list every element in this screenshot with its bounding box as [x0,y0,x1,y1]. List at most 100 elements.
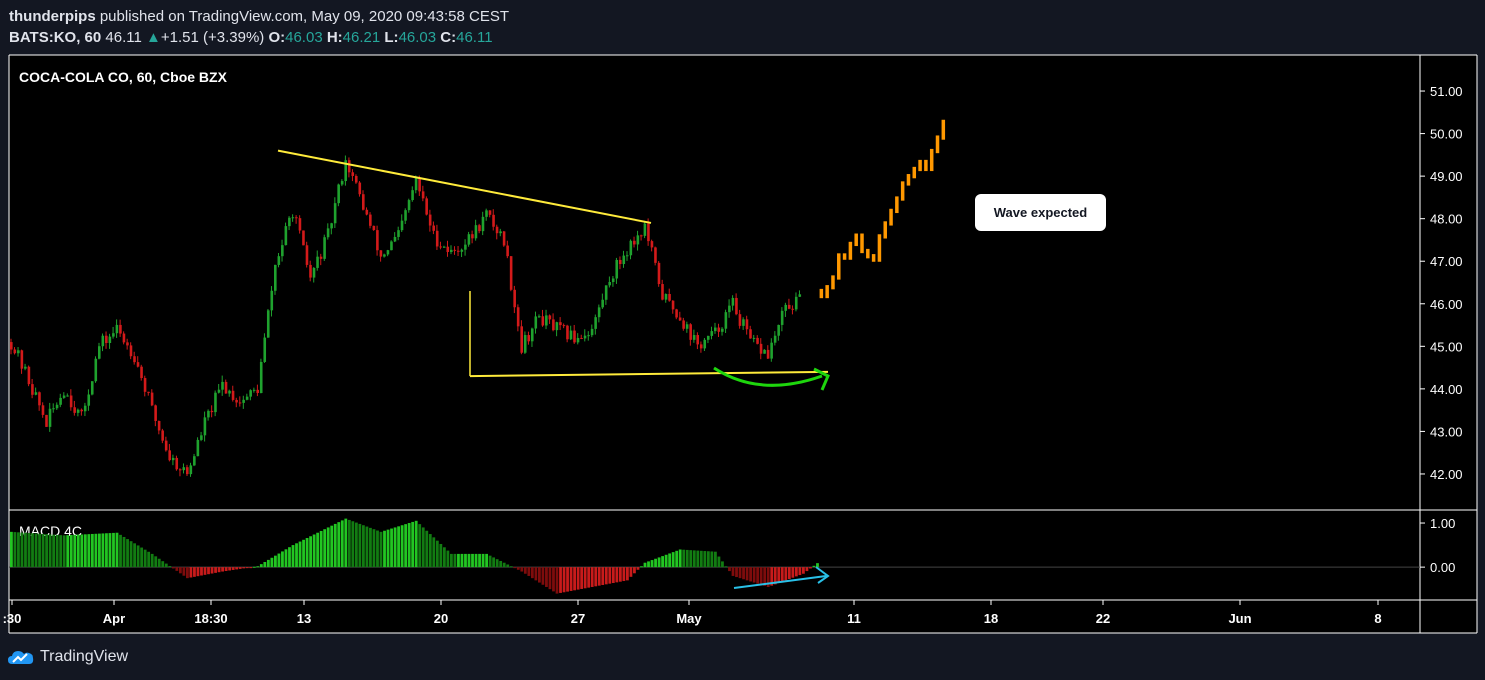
macd-bar [200,567,203,576]
macd-bar [633,567,636,574]
macd-bar [777,567,781,584]
macd-bar [115,532,119,568]
candle [157,420,161,431]
macd-bar [252,566,256,568]
candle [256,389,259,394]
macd-bar [34,533,38,568]
candle [794,296,798,310]
macd-bar [263,562,267,568]
time-axis[interactable]: :30 Apr 18:30 13 20 27 May 11 18 22 Jun 8 [3,600,1382,626]
macd-bar [351,521,355,568]
macd-bar [150,553,154,568]
price-tick-label: 48.00 [1430,212,1463,227]
candle [583,335,587,339]
support-trendline[interactable] [469,370,829,378]
candle [129,345,133,357]
price-change: +1.51 (+3.39%) [160,29,265,46]
candle [566,325,569,340]
candle [731,297,735,306]
forecast-bar [842,253,847,260]
author-name[interactable]: thunderpips [9,8,96,25]
macd-bar [516,567,520,570]
macd-bar [119,534,122,568]
arrow-head-icon [813,367,830,391]
macd-bar [816,563,819,568]
forecast-bar [860,233,864,254]
candle [281,245,284,257]
macd-bar [523,567,527,574]
candle [126,342,129,346]
candle [432,225,435,231]
macd-bar [492,557,496,568]
macd-bar [231,567,235,570]
candle [478,225,481,232]
macd-bar [590,567,594,587]
macd-bar [210,567,214,574]
candle [573,330,576,343]
macd-bar [228,567,232,571]
candle [171,457,175,461]
candle [52,408,55,410]
candle [611,278,615,283]
macd-bar [224,567,228,572]
candle [228,390,231,394]
macd-bar [340,520,344,568]
forecast-bar [819,288,824,299]
forecast-bar [854,233,858,247]
candle [48,408,52,427]
candle [411,190,414,201]
candle [798,294,802,297]
macd-histogram [9,518,1420,594]
resistance-trendline[interactable] [277,149,652,224]
candle [594,317,597,329]
candle [520,326,523,353]
candle [288,217,291,227]
candle [161,430,164,441]
forecast-bar [935,135,940,154]
macd-bar [752,567,756,583]
candle [87,394,91,406]
macd-bar [193,567,196,577]
divergence-line[interactable] [733,575,827,589]
macd-bar [696,550,700,568]
macd-bar [502,562,506,568]
ohlc-line: BATS:KO, 60 46.11 ▲+1.51 (+3.39%) O:46.0… [9,29,493,46]
macd-bar [277,553,281,568]
tradingview-footer[interactable]: TradingView [8,646,128,668]
macd-bar [728,567,731,572]
macd-bar [706,551,710,568]
candle [446,246,450,253]
candle [323,237,326,259]
macd-bar [164,563,168,568]
candle [559,322,562,326]
symbol-label: BATS:KO, 60 [9,29,102,46]
candle [83,405,87,412]
macd-bar [629,567,633,577]
macd-bar [274,555,277,568]
macd-bar [221,567,224,572]
forecast-bars [819,119,946,299]
macd-bar [31,533,34,568]
candle [38,392,41,406]
macd-bar [52,534,56,568]
macd-bar [126,539,129,568]
candle [347,160,351,173]
close-value: 46.11 [456,29,493,46]
macd-bar [509,566,513,568]
macd-bar [685,549,689,568]
macd-bar [305,538,309,568]
candle [516,307,520,327]
macd-bar [214,567,217,573]
price-axis[interactable]: 42.00 43.00 44.00 45.00 46.00 47.00 48.00 49.00… [1420,84,1463,482]
macd-bar [316,532,320,568]
macd-bar [112,532,115,568]
macd-bar [108,533,112,568]
candle [541,316,545,326]
projected-arc[interactable] [713,366,823,387]
candle [721,328,724,332]
macd-bar [780,567,784,582]
macd-bar [481,553,485,568]
macd-bar [393,527,397,568]
macd-bar [636,567,640,570]
